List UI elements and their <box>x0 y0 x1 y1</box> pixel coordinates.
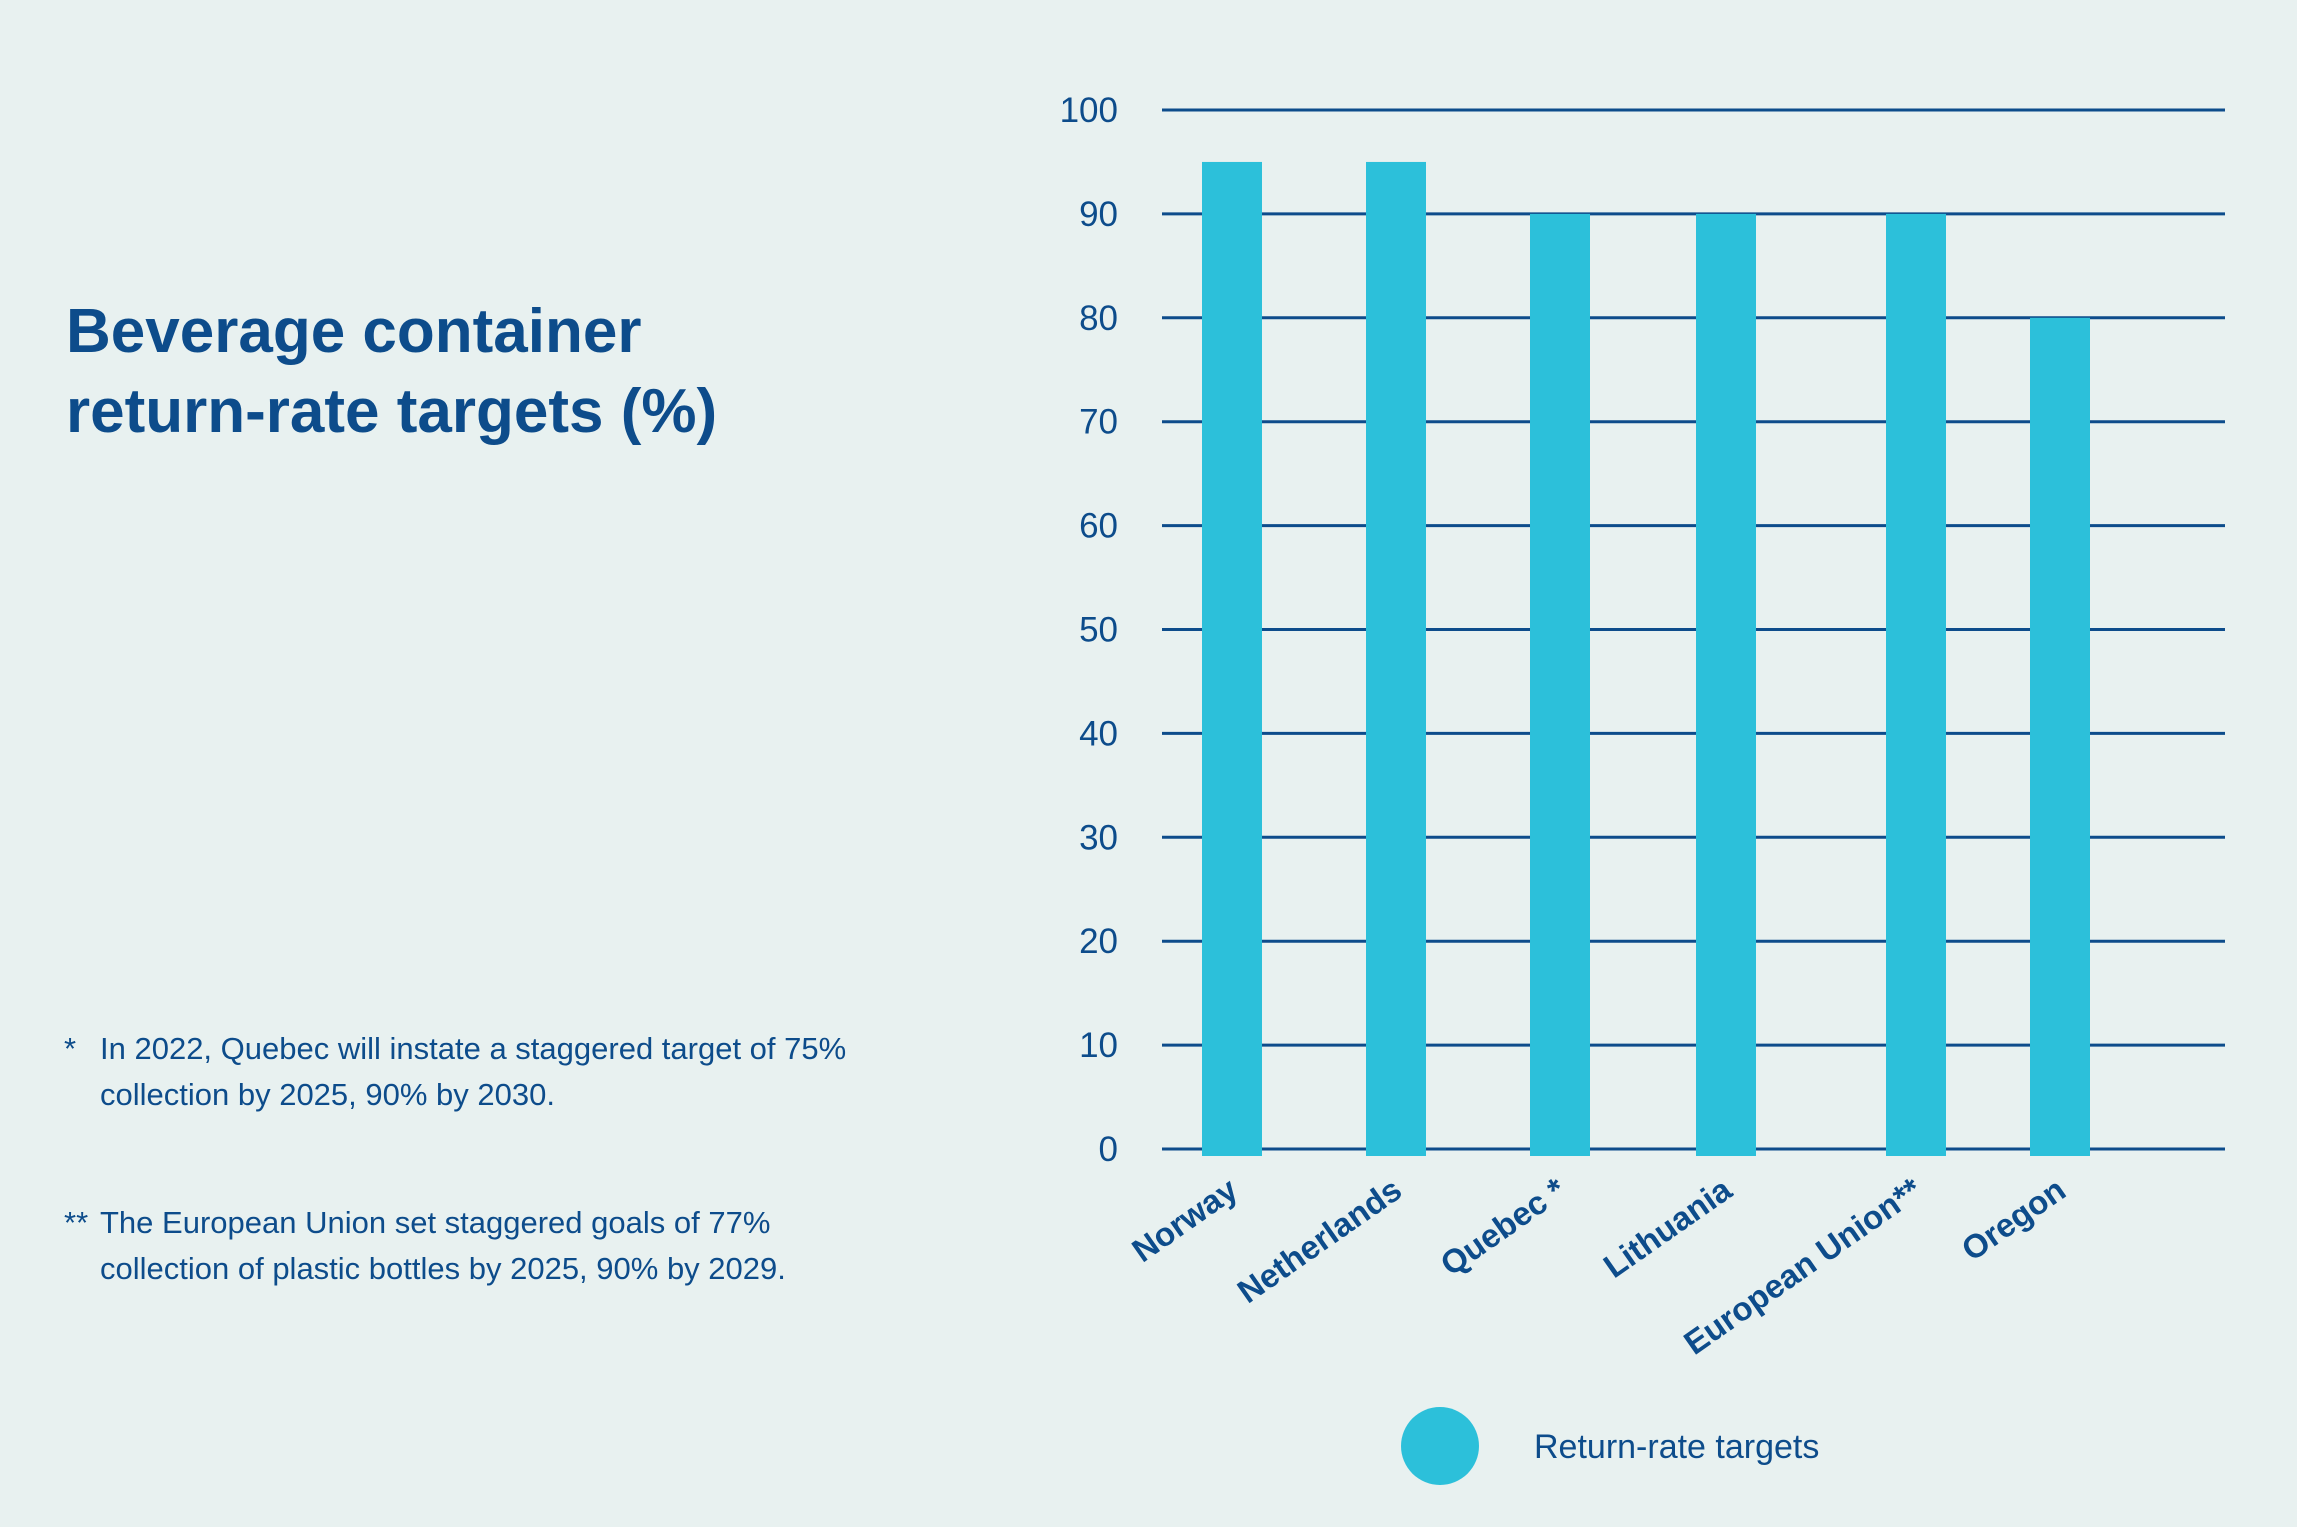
y-tick-label: 90 <box>1079 195 1118 234</box>
y-tick-label: 20 <box>1079 922 1118 961</box>
title-line-2: return-rate targets (%) <box>66 377 718 446</box>
y-tick-label: 10 <box>1079 1026 1118 1065</box>
footnote-text: collection of plastic bottles by 2025, 9… <box>100 1251 786 1286</box>
y-tick-label: 60 <box>1079 507 1118 546</box>
y-tick-label: 50 <box>1079 611 1118 650</box>
x-tick-label: Netherlands <box>1231 1170 1408 1310</box>
bar <box>1530 213 1590 1156</box>
footnote-text: In 2022, Quebec will instate a staggered… <box>100 1031 847 1066</box>
y-tick-label: 30 <box>1079 818 1118 857</box>
x-tick-label: Lithuania <box>1597 1170 1739 1285</box>
footnote-quebec: * In 2022, Quebec will instate a stagger… <box>64 1026 846 1118</box>
y-tick-label: 70 <box>1079 403 1118 442</box>
bar <box>2030 317 2090 1156</box>
legend-label: Return-rate targets <box>1534 1428 1819 1466</box>
y-tick-label: 0 <box>1099 1130 1118 1169</box>
bar <box>1696 213 1756 1156</box>
y-tick-label: 40 <box>1079 714 1118 753</box>
footnote-eu: ** The European Union set staggered goal… <box>64 1200 786 1292</box>
title-line-1: Beverage container <box>66 297 642 366</box>
bar <box>1366 161 1426 1156</box>
x-tick-label: Norway <box>1125 1170 1244 1269</box>
footnote-text: collection by 2025, 90% by 2030. <box>100 1077 555 1112</box>
x-tick-label: Oregon <box>1955 1170 2072 1268</box>
chart-title: Beverage container return-rate targets (… <box>66 292 717 452</box>
bar <box>1886 213 1946 1156</box>
footnote-mark: * <box>64 1031 77 1066</box>
footnote-text: The European Union set staggered goals o… <box>100 1205 771 1240</box>
bar <box>1202 161 1262 1156</box>
footnote-mark: ** <box>64 1205 89 1240</box>
x-tick-label: Quebec * <box>1434 1170 1573 1282</box>
legend-swatch <box>1401 1407 1479 1485</box>
y-tick-label: 100 <box>1060 91 1118 130</box>
y-tick-label: 80 <box>1079 299 1118 338</box>
